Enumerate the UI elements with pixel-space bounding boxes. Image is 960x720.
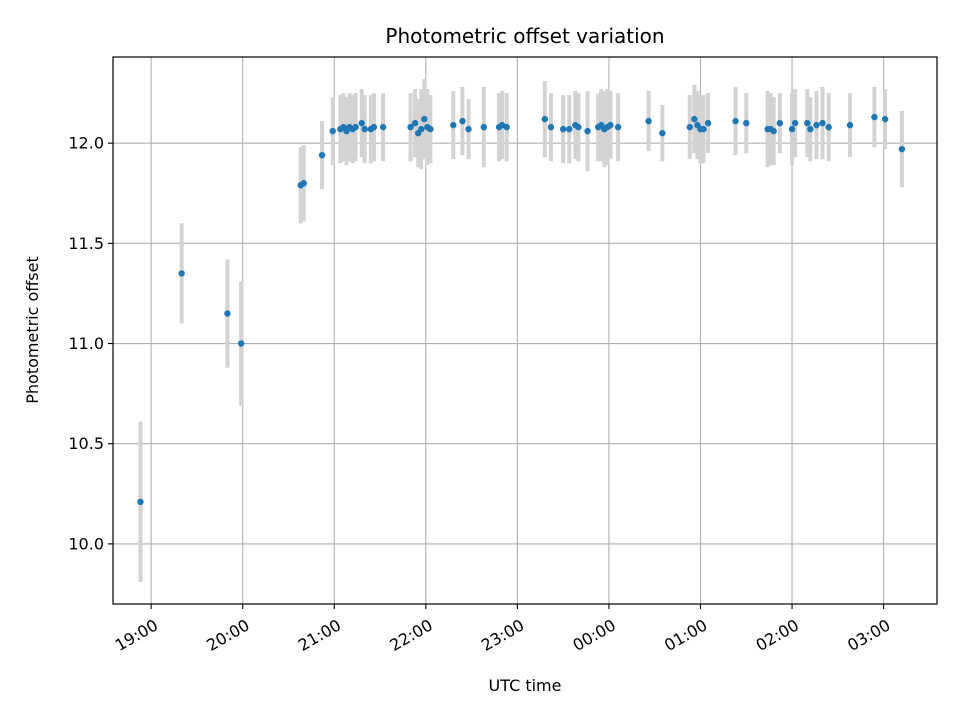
data-point [300, 180, 307, 187]
data-point [459, 117, 466, 125]
x-tick-label: 21:00 [295, 615, 344, 655]
data-point [379, 123, 387, 131]
data-point [370, 123, 378, 131]
data-point [450, 121, 457, 129]
data-point [807, 125, 814, 133]
data-point [788, 125, 796, 133]
y-tick-label: 11.0 [68, 334, 104, 353]
data-point [659, 129, 666, 137]
x-tick-label: 20:00 [203, 615, 252, 655]
data-point [732, 117, 739, 125]
data-point [584, 127, 591, 135]
data-point [361, 125, 368, 133]
data-point [547, 123, 555, 131]
data-point [871, 113, 878, 121]
data-point [881, 115, 889, 123]
data-point [645, 117, 652, 125]
data-point [743, 119, 750, 127]
x-tick-label: 03:00 [844, 615, 893, 655]
x-tick-label: 01:00 [661, 615, 710, 655]
x-tick-label: 00:00 [569, 615, 618, 655]
x-axis-label: UTC time [489, 676, 562, 695]
gridlines [113, 57, 937, 604]
y-axis-ticks: 10.0 10.5 11.0 11.5 12.0 [68, 134, 113, 553]
data-point [318, 151, 326, 159]
data-point [607, 121, 614, 129]
data-point [898, 145, 906, 153]
data-point [813, 121, 820, 129]
data-point [427, 125, 434, 133]
data-point [566, 125, 573, 133]
data-point [770, 127, 777, 135]
plot-frame [112, 56, 938, 605]
data-point [237, 340, 245, 347]
data-point [575, 123, 582, 131]
data-point [224, 310, 231, 317]
y-axis-label: Photometric offset [23, 256, 42, 404]
error-bars [138, 79, 904, 582]
data-point [352, 123, 359, 131]
data-point [825, 123, 832, 131]
y-tick-label: 11.5 [68, 234, 104, 253]
data-point [407, 123, 414, 131]
data-point [503, 123, 510, 131]
data-point [411, 119, 419, 127]
x-axis-ticks: 19:00 20:00 21:00 22:00 23:00 00:00 01:00 02:00… [112, 604, 894, 655]
x-tick-label: 19:00 [112, 615, 161, 655]
y-tick-label: 10.0 [68, 534, 104, 553]
data-points [137, 113, 906, 506]
data-point [358, 119, 365, 127]
data-point [691, 115, 698, 123]
data-point [329, 127, 336, 135]
data-point [421, 115, 428, 123]
data-point [541, 115, 549, 123]
data-point [137, 498, 144, 506]
data-point [704, 119, 712, 127]
data-point [178, 270, 185, 277]
x-tick-label: 22:00 [386, 615, 435, 655]
x-tick-label: 23:00 [478, 615, 527, 655]
data-point [480, 123, 487, 131]
data-point [819, 119, 826, 127]
data-point [804, 119, 811, 127]
data-point [791, 119, 799, 127]
data-point [700, 125, 707, 133]
y-tick-label: 12.0 [68, 134, 104, 153]
data-point [465, 125, 472, 133]
data-point [686, 123, 693, 131]
data-point [418, 125, 425, 133]
data-point [614, 123, 622, 131]
y-tick-label: 10.5 [68, 434, 104, 453]
x-tick-label: 02:00 [753, 615, 802, 655]
data-point [559, 125, 567, 133]
data-point [846, 121, 854, 129]
chart-title: Photometric offset variation [385, 24, 664, 48]
data-point [776, 119, 784, 127]
